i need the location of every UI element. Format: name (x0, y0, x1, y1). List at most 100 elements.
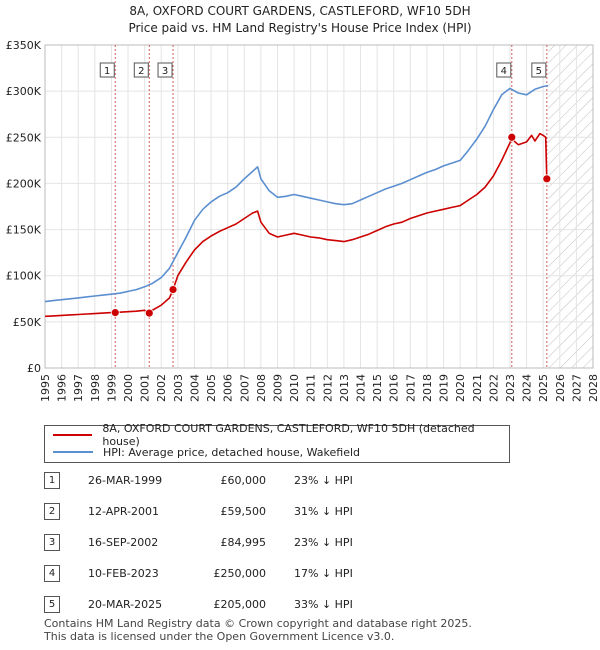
x-tick-label: 2020 (454, 374, 467, 402)
legend-label-property: 8A, OXFORD COURT GARDENS, CASTLEFORD, WF… (102, 422, 475, 448)
chart-title: 8A, OXFORD COURT GARDENS, CASTLEFORD, WF… (129, 4, 471, 18)
x-tick-label: 2007 (238, 374, 251, 402)
sale-marker-label: 1 (104, 66, 110, 77)
table-row: 5 20-MAR-2025 £205,000 33% ↓ HPI (44, 594, 464, 616)
hpi-line (44, 84, 549, 303)
x-tick-label: 2021 (471, 374, 484, 402)
sale-price: £84,995 (220, 536, 267, 549)
x-tick-label: 2009 (271, 374, 284, 402)
sale-hpi-diff: 23% ↓ HPI (294, 536, 353, 549)
x-tick-label: 1997 (72, 374, 85, 402)
y-tick-label: £300K (6, 85, 42, 98)
x-tick-label: 2015 (371, 374, 384, 402)
sale-number-badge: 1 (44, 472, 60, 489)
legend: 8A, OXFORD COURT GARDENS, CASTLEFORD, WF… (44, 422, 510, 463)
y-tick-label: £200K (6, 177, 42, 190)
x-tick-label: 2023 (504, 374, 517, 402)
sale-date: 10-FEB-2023 (88, 567, 159, 580)
x-tick-label: 2017 (404, 374, 417, 402)
sale-point-1 (110, 308, 120, 318)
plot-frame (44, 44, 594, 369)
sale-marker-2: 2 (133, 62, 149, 78)
x-tick-label: 2028 (587, 374, 600, 402)
table-row: 4 10-FEB-2023 £250,000 17% ↓ HPI (44, 563, 464, 585)
sale-date: 16-SEP-2002 (88, 536, 159, 549)
sale-marker-label: 4 (501, 66, 507, 77)
x-tick-label: 2000 (122, 374, 135, 402)
sale-point-4 (507, 132, 517, 142)
sale-date: 20-MAR-2025 (88, 598, 163, 611)
x-tick-label: 2003 (172, 374, 185, 402)
x-tick-label: 2004 (188, 374, 201, 402)
sale-marker-5: 5 (531, 62, 547, 78)
chart-subtitle: Price paid vs. HM Land Registry's House … (128, 21, 472, 35)
x-tick-label: 2002 (155, 374, 168, 402)
sale-marker-3: 3 (157, 62, 173, 78)
sale-price: £60,000 (220, 474, 267, 487)
x-tick-label: 2010 (288, 374, 301, 402)
x-tick-label: 1999 (105, 374, 118, 402)
legend-swatch-property (53, 434, 93, 436)
legend-item-property: 8A, OXFORD COURT GARDENS, CASTLEFORD, WF… (53, 422, 509, 448)
price-chart: £0 £50K £100K £150K £200K £250K £300K £350K 1995… (6, 39, 600, 402)
y-tick-label: £350K (6, 39, 42, 52)
y-tick-label: £250K (6, 131, 42, 144)
x-tick-label: 2025 (537, 374, 550, 402)
y-tick-label: £150K (6, 224, 42, 237)
x-tick-label: 2011 (305, 374, 318, 402)
x-tick-label: 2018 (421, 374, 434, 402)
sale-marker-box (99, 62, 115, 78)
x-tick-label: 2005 (205, 374, 218, 402)
x-tick-label: 2008 (255, 374, 268, 402)
sale-hpi-diff: 23% ↓ HPI (294, 474, 353, 487)
sale-point-3 (168, 285, 178, 294)
table-row: 1 26-MAR-1999 £60,000 23% ↓ HPI (44, 470, 464, 492)
y-tick-label: £50K (13, 316, 42, 329)
x-tick-label: 2022 (487, 374, 500, 402)
x-tick-label: 2013 (338, 374, 351, 402)
future-hatch-region (548, 45, 593, 368)
sale-hpi-diff: 33% ↓ HPI (294, 598, 353, 611)
plot-area (45, 45, 593, 368)
sale-point-5 (542, 174, 552, 184)
sale-number-badge: 2 (44, 503, 60, 520)
sale-price: £205,000 (213, 598, 267, 611)
table-row: 2 12-APR-2001 £59,500 31% ↓ HPI (44, 501, 464, 523)
y-tick-label: £100K (6, 270, 42, 283)
x-tick-label: 2019 (438, 374, 451, 402)
sale-hpi-diff: 31% ↓ HPI (294, 505, 353, 518)
property-price-line (44, 132, 548, 318)
sale-price: £250,000 (213, 567, 267, 580)
sale-marker-box (531, 62, 547, 78)
x-tick-label: 2016 (388, 374, 401, 402)
sale-date: 26-MAR-1999 (88, 474, 163, 487)
sale-marker-box (157, 62, 173, 78)
sale-marker-label: 5 (536, 66, 542, 77)
sale-point-2 (144, 308, 154, 318)
x-tick-label: 2014 (355, 374, 368, 402)
sale-hpi-diff: 17% ↓ HPI (294, 567, 353, 580)
x-tick-label: 1998 (89, 374, 102, 402)
sale-number-badge: 3 (44, 534, 60, 551)
sale-marker-box (496, 62, 512, 78)
sale-date: 12-APR-2001 (88, 505, 160, 518)
legend-item-hpi: HPI: Average price, detached house, Wake… (53, 444, 360, 460)
x-tick-label: 2026 (554, 374, 567, 402)
x-tick-label: 1995 (39, 374, 52, 402)
legend-swatch-hpi (53, 451, 93, 453)
sale-marker-label: 3 (162, 66, 168, 77)
sale-number-badge: 4 (44, 565, 60, 582)
x-tick-label: 2001 (139, 374, 152, 402)
x-tick-label: 2006 (222, 374, 235, 402)
sale-marker-1: 1 (99, 62, 115, 78)
y-tick-label: £0 (27, 362, 41, 375)
x-tick-label: 2012 (321, 374, 334, 402)
x-tick-label: 2024 (521, 374, 534, 402)
x-tick-label: 2027 (570, 374, 583, 402)
legend-label-hpi: HPI: Average price, detached house, Wake… (103, 445, 361, 459)
footer-licence: This data is licensed under the Open Gov… (44, 630, 395, 643)
sale-number-badge: 5 (44, 596, 60, 613)
x-tick-label: 1996 (56, 374, 69, 402)
sale-marker-label: 2 (138, 66, 144, 77)
sale-marker-box (133, 62, 149, 78)
